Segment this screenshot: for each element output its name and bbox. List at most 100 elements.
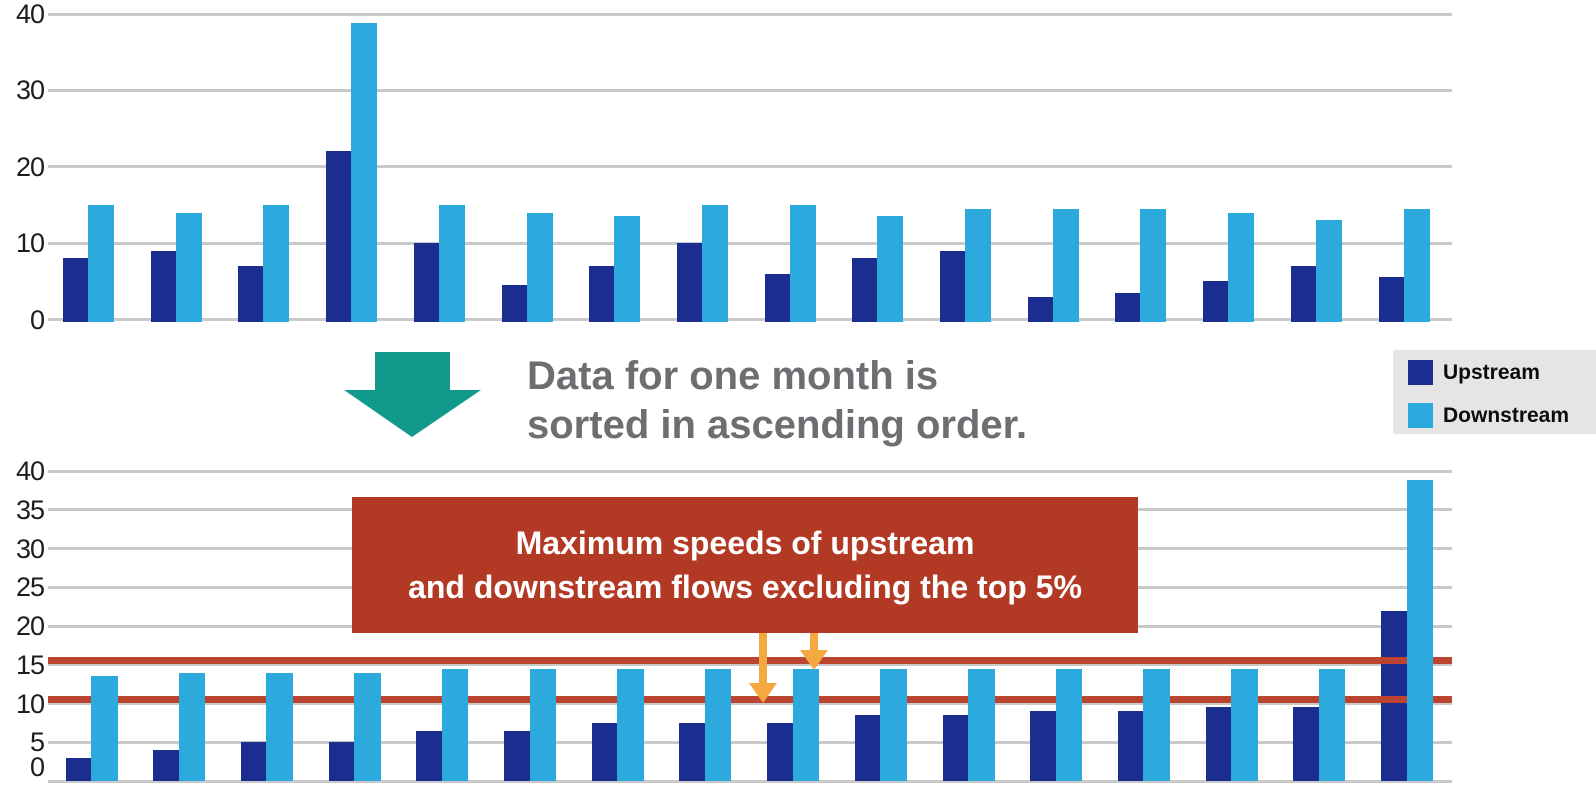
bar-downstream [1403, 208, 1430, 322]
bar-downstream [1055, 668, 1083, 781]
bar-upstream [679, 722, 705, 781]
bar-upstream [504, 730, 530, 781]
bar-downstream [175, 212, 202, 322]
bar-downstream [178, 672, 206, 781]
y-axis-tick-label: 0 [29, 304, 45, 335]
bar-downstream [266, 672, 293, 781]
bar-upstream [63, 258, 88, 322]
bar-downstream [1052, 208, 1079, 322]
annotation-line2: and downstream flows excluding the top 5… [408, 569, 1082, 605]
bar-downstream [88, 204, 114, 322]
y-axis-tick-label: 35 [15, 494, 45, 525]
bar-downstream [351, 23, 378, 322]
bar-downstream [789, 204, 816, 322]
bar-downstream [1143, 668, 1170, 781]
legend-label-upstream: Upstream [1443, 361, 1540, 384]
bar-upstream [153, 750, 179, 781]
gridline-5 [48, 740, 1452, 744]
bar-downstream [877, 216, 904, 322]
annotation-box: Maximum speeds of upstream and downstrea… [352, 497, 1138, 633]
bar-upstream [940, 250, 965, 322]
bar-upstream [589, 266, 615, 322]
y-axis-tick-label: 10 [15, 688, 45, 719]
y-axis-tick-label: 40 [15, 456, 45, 486]
gridline-30 [48, 88, 1452, 92]
bar-downstream [263, 204, 290, 322]
transition-caption-line1: Data for one month is [527, 354, 939, 398]
bar-upstream [328, 742, 355, 781]
pointer-down-arrow-icon-15 [800, 633, 828, 673]
bar-downstream [1140, 208, 1167, 322]
gridline-40 [48, 12, 1452, 16]
bar-upstream [238, 266, 264, 322]
bar-upstream [854, 715, 881, 781]
bar-downstream [91, 676, 118, 781]
bar-downstream [529, 668, 556, 781]
threshold-line-15 [48, 657, 1452, 665]
y-axis-tick-label: 40 [15, 0, 45, 29]
bar-downstream [1315, 220, 1342, 322]
bar-downstream [354, 672, 381, 781]
bar-upstream [942, 715, 968, 781]
y-axis-tick-label: 5 [29, 727, 45, 758]
bar-downstream [792, 668, 820, 781]
bar-upstream [1381, 610, 1407, 781]
upstream-swatch-icon [1408, 360, 1433, 385]
gridline-0 [48, 779, 1452, 783]
gridline-15 [48, 663, 1452, 667]
bar-downstream [880, 668, 907, 781]
bar-upstream [1378, 277, 1404, 322]
bar-downstream [617, 668, 644, 781]
bar-upstream [65, 757, 91, 781]
bar-downstream [614, 216, 641, 322]
legend: Upstream Downstream [1393, 350, 1596, 434]
bar-upstream [1027, 296, 1053, 322]
transition-caption-line2: sorted in ascending order. [527, 403, 1028, 447]
bar-downstream [965, 208, 991, 322]
bar-upstream [852, 258, 878, 322]
bar-upstream [1293, 707, 1319, 781]
bar-downstream [526, 212, 553, 322]
bar-upstream [1117, 711, 1144, 781]
bar-downstream [438, 204, 465, 322]
y-axis-tick-label: 10 [15, 228, 45, 259]
gridline-10 [48, 702, 1452, 705]
bar-upstream [764, 273, 790, 322]
bar-upstream [591, 722, 618, 781]
gridline-20 [48, 165, 1452, 169]
bar-downstream [1318, 668, 1346, 781]
transition-caption: Data for one month is sorted in ascendin… [527, 352, 1027, 450]
bar-upstream [767, 722, 793, 781]
bar-upstream [676, 243, 702, 322]
bar-upstream [413, 243, 439, 322]
gridline-10 [48, 241, 1452, 245]
bar-downstream [1406, 480, 1433, 781]
y-axis-tick-label: 0 [29, 752, 45, 782]
bar-upstream [1115, 292, 1141, 322]
y-axis-tick-label: 20 [15, 611, 45, 641]
legend-label-downstream: Downstream [1443, 404, 1570, 427]
bar-upstream [501, 285, 527, 322]
y-axis-tick-label: 25 [15, 572, 45, 603]
annotation-line1: Maximum speeds of upstream [515, 525, 975, 561]
sort-transition-down-arrow-icon [344, 352, 481, 437]
bar-upstream [1203, 281, 1229, 322]
bar-upstream [1030, 711, 1056, 781]
bar-upstream [1205, 707, 1232, 781]
bar-downstream [704, 668, 732, 781]
bar-upstream [150, 250, 176, 322]
downstream-swatch-icon [1408, 403, 1433, 428]
bar-downstream [701, 204, 728, 322]
bar-upstream [240, 742, 267, 781]
y-axis-tick-label: 30 [15, 75, 45, 106]
bar-downstream [1231, 668, 1258, 781]
bar-downstream [1228, 212, 1255, 322]
bar-downstream [441, 668, 469, 781]
y-axis-tick-label: 20 [15, 151, 45, 182]
y-axis-tick-label: 15 [15, 649, 45, 680]
bar-upstream [326, 151, 352, 322]
gridline-0 [48, 318, 1452, 321]
gridline-40 [48, 469, 1452, 473]
bar-upstream [416, 730, 442, 781]
